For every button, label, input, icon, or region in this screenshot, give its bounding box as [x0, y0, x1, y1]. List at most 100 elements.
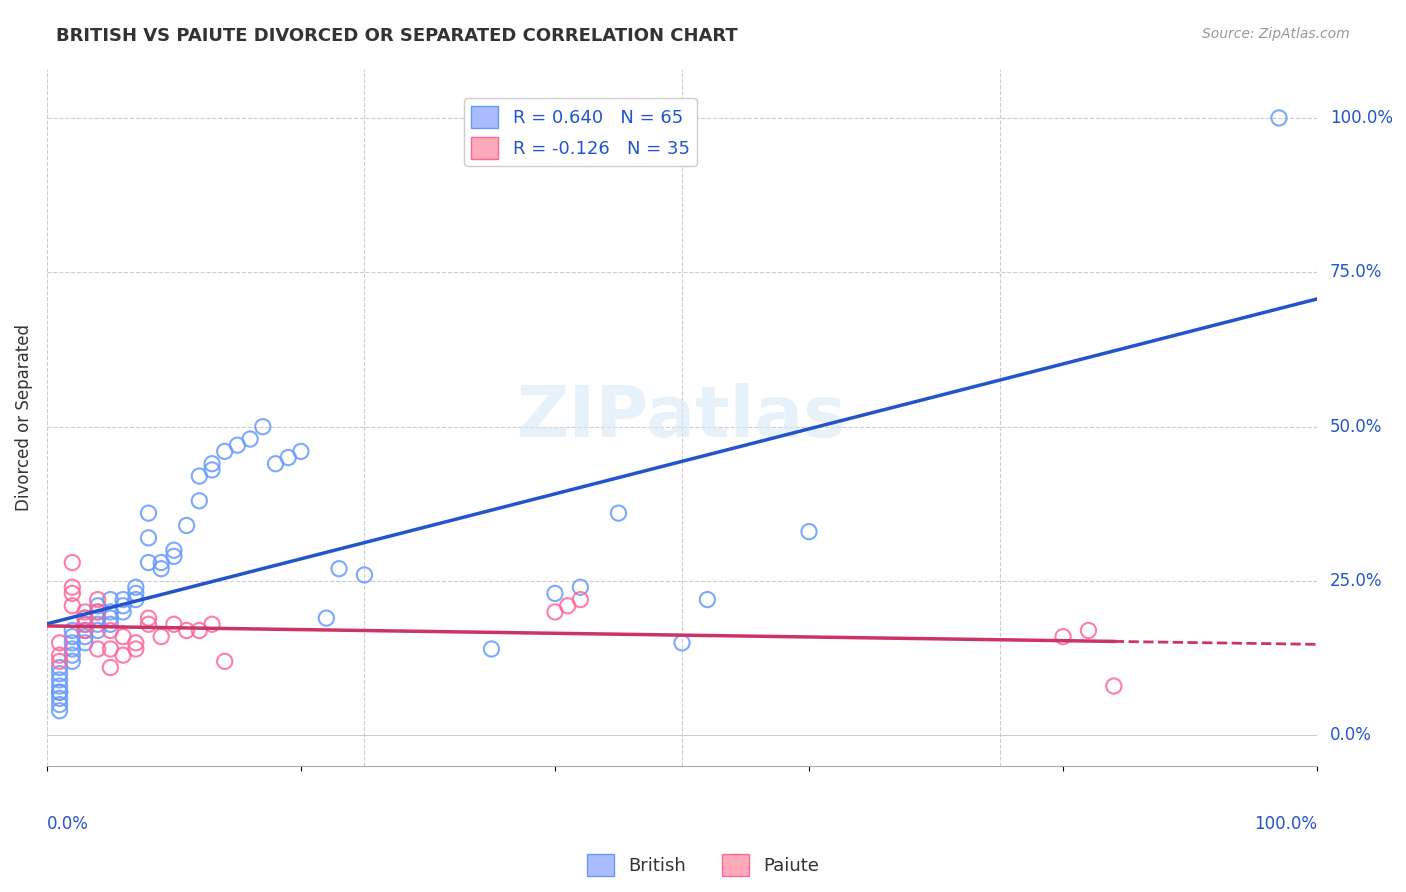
Point [214, 654, 236, 668]
Text: BRITISH VS PAIUTE DIVORCED OR SEPARATED CORRELATION CHART: BRITISH VS PAIUTE DIVORCED OR SEPARATED … [56, 27, 738, 45]
Point [671, 636, 693, 650]
Point [48, 685, 70, 699]
Text: ZIPatlas: ZIPatlas [517, 383, 846, 452]
Text: 0.0%: 0.0% [46, 815, 89, 833]
Legend: R = 0.640   N = 65, R = -0.126   N = 35: R = 0.640 N = 65, R = -0.126 N = 35 [464, 98, 697, 166]
Point [86, 592, 108, 607]
Point [1102, 679, 1125, 693]
Point [125, 580, 148, 594]
Point [60, 599, 83, 613]
Point [201, 463, 224, 477]
Point [60, 580, 83, 594]
Point [239, 432, 262, 446]
Point [73, 611, 96, 625]
Point [125, 642, 148, 657]
Point [163, 617, 186, 632]
Point [86, 611, 108, 625]
Point [100, 624, 122, 638]
Point [86, 605, 108, 619]
Point [188, 493, 211, 508]
Point [150, 630, 173, 644]
Point [557, 599, 579, 613]
Text: 75.0%: 75.0% [1330, 263, 1382, 281]
Point [112, 648, 135, 662]
Point [73, 617, 96, 632]
Point [48, 704, 70, 718]
Point [607, 506, 630, 520]
Point [60, 636, 83, 650]
Point [48, 698, 70, 712]
Point [696, 592, 718, 607]
Point [86, 642, 108, 657]
Point [125, 586, 148, 600]
Point [86, 624, 108, 638]
Point [60, 586, 83, 600]
Point [73, 611, 96, 625]
Point [125, 636, 148, 650]
Point [112, 605, 135, 619]
Point [112, 630, 135, 644]
Point [138, 617, 160, 632]
Point [48, 685, 70, 699]
Point [176, 518, 198, 533]
Point [353, 567, 375, 582]
Point [481, 642, 503, 657]
Point [163, 543, 186, 558]
Point [328, 562, 350, 576]
Y-axis label: Divorced or Separated: Divorced or Separated [15, 324, 32, 511]
Point [48, 654, 70, 668]
Point [138, 531, 160, 545]
Point [73, 624, 96, 638]
Point [112, 599, 135, 613]
Text: 25.0%: 25.0% [1330, 572, 1382, 591]
Point [112, 592, 135, 607]
Point [277, 450, 299, 465]
Point [100, 642, 122, 657]
Point [86, 617, 108, 632]
Text: Source: ZipAtlas.com: Source: ZipAtlas.com [1202, 27, 1350, 41]
Point [1268, 111, 1291, 125]
Point [48, 648, 70, 662]
Point [188, 469, 211, 483]
Point [73, 617, 96, 632]
Point [150, 562, 173, 576]
Point [60, 630, 83, 644]
Point [176, 624, 198, 638]
Point [150, 556, 173, 570]
Text: 100.0%: 100.0% [1330, 109, 1393, 127]
Point [569, 592, 592, 607]
Point [100, 611, 122, 625]
Point [315, 611, 337, 625]
Point [48, 673, 70, 687]
Point [60, 556, 83, 570]
Point [100, 605, 122, 619]
Point [86, 599, 108, 613]
Legend: British, Paiute: British, Paiute [579, 847, 827, 883]
Point [290, 444, 312, 458]
Point [73, 624, 96, 638]
Point [188, 624, 211, 638]
Point [226, 438, 249, 452]
Point [73, 630, 96, 644]
Point [100, 660, 122, 674]
Point [797, 524, 820, 539]
Text: 0.0%: 0.0% [1330, 726, 1372, 745]
Point [73, 636, 96, 650]
Point [214, 444, 236, 458]
Text: 100.0%: 100.0% [1254, 815, 1317, 833]
Point [201, 617, 224, 632]
Point [1052, 630, 1074, 644]
Point [60, 654, 83, 668]
Point [1077, 624, 1099, 638]
Point [138, 611, 160, 625]
Point [201, 457, 224, 471]
Point [48, 636, 70, 650]
Point [60, 624, 83, 638]
Text: 50.0%: 50.0% [1330, 417, 1382, 435]
Point [138, 506, 160, 520]
Point [252, 419, 274, 434]
Point [544, 586, 567, 600]
Point [138, 556, 160, 570]
Point [86, 605, 108, 619]
Point [569, 580, 592, 594]
